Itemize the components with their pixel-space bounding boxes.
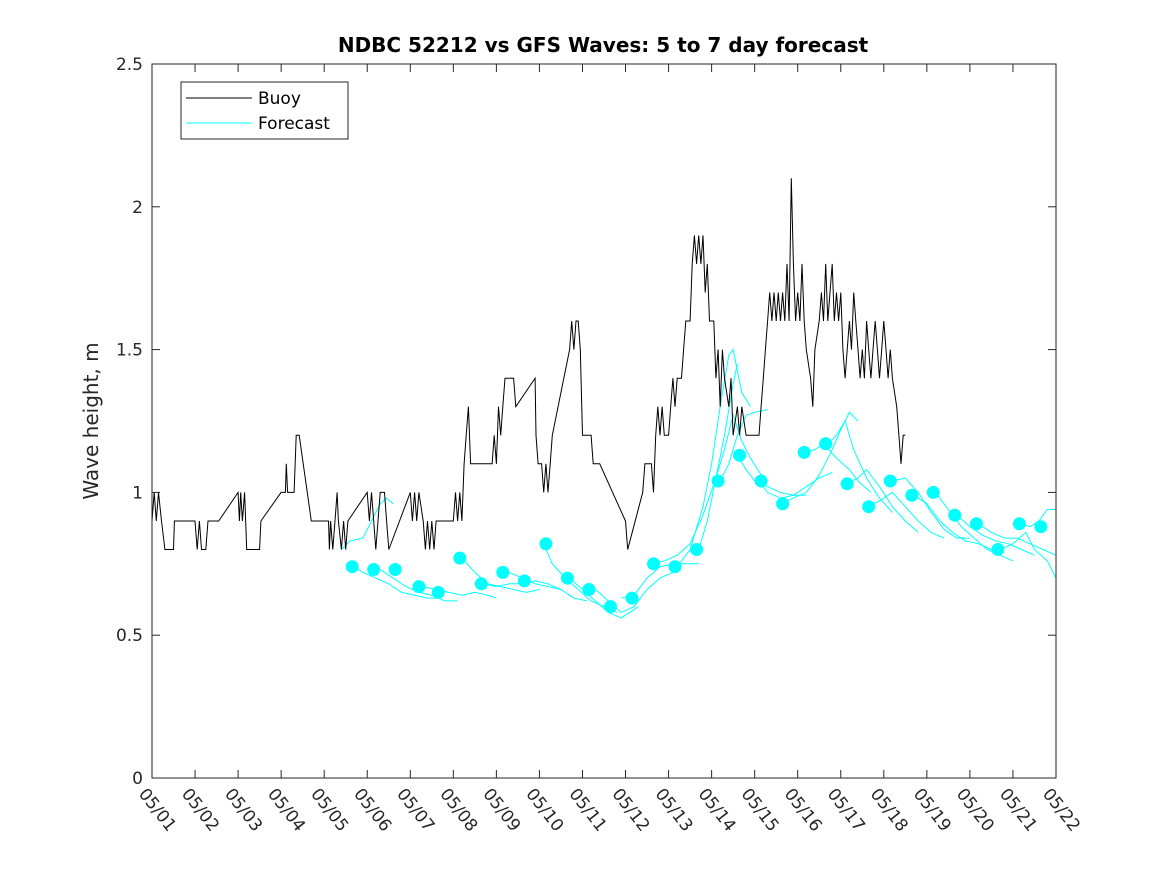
y-axis-label: Wave height, m [79, 342, 103, 499]
forecast-line-23 [913, 494, 992, 550]
forecast-marker-11 [582, 583, 596, 596]
forecast-marker-31 [1012, 517, 1026, 531]
x-tick-label-0: 05/01 [134, 785, 180, 836]
forecast-marker-0 [345, 560, 359, 574]
forecast-marker-10 [560, 571, 574, 585]
forecast-marker-1 [367, 563, 381, 576]
forecast-marker-20 [776, 497, 790, 511]
forecast-line-18 [801, 443, 872, 493]
legend-forecast-label: Forecast [258, 114, 330, 134]
forecast-marker-9 [539, 537, 553, 551]
forecast-line-13 [698, 413, 764, 550]
x-tick-label-1: 05/02 [177, 785, 223, 836]
forecast-marker-6 [474, 577, 488, 591]
x-tick-label-6: 05/07 [392, 785, 438, 836]
forecast-marker-4 [431, 585, 445, 599]
x-tick-label-14: 05/15 [737, 785, 783, 836]
forecast-marker-7 [496, 565, 510, 579]
x-tick-label-5: 05/06 [349, 785, 395, 836]
forecast-marker-30 [991, 543, 1005, 556]
forecast-marker-17 [711, 474, 725, 488]
forecast-marker-32 [1034, 520, 1048, 534]
y-tick-label-0: 0 [132, 769, 143, 789]
forecast-marker-16 [690, 543, 704, 556]
forecast-marker-23 [840, 477, 854, 491]
legend: Buoy Forecast [180, 81, 349, 140]
x-tick-label-21: 05/22 [1038, 785, 1084, 836]
axes-box [151, 63, 1057, 779]
legend-buoy-label: Buoy [258, 89, 301, 109]
forecast-marker-21 [797, 445, 811, 459]
forecast-marker-5 [453, 551, 467, 565]
y-tick-label-5: 2.5 [116, 55, 143, 75]
x-tick-label-7: 05/08 [435, 785, 481, 836]
x-tick-label-18: 05/19 [909, 785, 955, 836]
plot-area [152, 64, 1056, 778]
forecast-marker-28 [948, 508, 962, 522]
forecast-marker-25 [883, 474, 897, 488]
legend-box [180, 81, 349, 140]
chart-title: NDBC 52212 vs GFS Waves: 5 to 7 day fore… [338, 33, 869, 57]
forecast-line-19 [827, 419, 893, 513]
x-tick-label-3: 05/04 [263, 785, 309, 836]
forecast-marker-18 [733, 448, 747, 462]
x-tick-label-16: 05/17 [823, 785, 869, 836]
x-tick-label-12: 05/13 [651, 785, 697, 836]
forecast-line-17 [780, 411, 859, 505]
forecast-marker-14 [647, 557, 660, 571]
forecast-line-11 [651, 363, 738, 565]
y-tick-label-1: 0.5 [116, 626, 143, 646]
x-tick-label-13: 05/14 [694, 785, 740, 836]
forecast-marker-22 [819, 437, 833, 451]
forecast-marker-2 [388, 563, 402, 576]
x-tick-label-11: 05/12 [608, 785, 654, 836]
forecast-marker-19 [754, 474, 768, 488]
forecast-line-22 [892, 477, 970, 539]
forecast-marker-8 [517, 574, 531, 588]
forecast-line-27 [999, 531, 1057, 579]
forecast-marker-3 [412, 580, 426, 594]
y-tick-label-4: 2 [132, 198, 143, 218]
y-tick-label-2: 1 [132, 483, 143, 503]
forecast-marker-27 [926, 485, 940, 499]
forecast-line-4 [461, 557, 540, 593]
x-tick-label-9: 05/10 [521, 785, 567, 836]
forecast-marker-12 [604, 600, 617, 614]
y-tick-label-3: 1.5 [116, 341, 143, 361]
x-tick-label-4: 05/05 [306, 785, 352, 836]
x-tick-label-15: 05/16 [780, 785, 826, 836]
forecast-marker-24 [862, 500, 876, 514]
x-tick-label-8: 05/09 [478, 785, 524, 836]
forecast-marker-26 [905, 488, 919, 502]
forecast-line-21 [866, 491, 945, 539]
buoy-line [151, 178, 906, 550]
x-tick-label-17: 05/18 [866, 785, 912, 836]
forecast-line-0 [341, 497, 394, 550]
x-tick-label-20: 05/21 [995, 785, 1041, 836]
forecast-marker-13 [625, 591, 639, 605]
forecast-line-1 [354, 566, 437, 599]
forecast-marker-29 [969, 517, 983, 531]
forecast-line-26 [978, 523, 1057, 556]
forecast-line-16 [758, 471, 833, 499]
forecast-line-20 [844, 468, 919, 533]
x-tick-label-19: 05/20 [952, 785, 998, 836]
buoy-layer [151, 178, 906, 550]
forecast-line-14 [719, 409, 768, 482]
forecast-line-25 [956, 514, 1035, 556]
x-tick-label-2: 05/03 [220, 785, 266, 836]
x-tick-label-10: 05/11 [565, 785, 611, 836]
forecast-marker-15 [668, 560, 682, 574]
